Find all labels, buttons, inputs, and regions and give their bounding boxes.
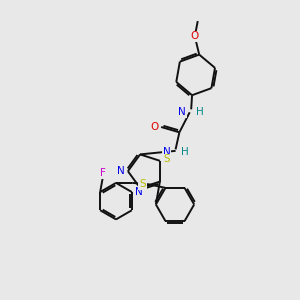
- Text: S: S: [164, 154, 170, 164]
- Text: N: N: [163, 147, 171, 157]
- Text: N: N: [135, 187, 142, 196]
- Text: F: F: [100, 169, 106, 178]
- Text: N: N: [117, 166, 124, 176]
- Text: H: H: [181, 147, 188, 157]
- Text: N: N: [178, 107, 186, 117]
- Text: H: H: [196, 107, 204, 117]
- Text: S: S: [139, 179, 146, 189]
- Text: O: O: [150, 122, 158, 132]
- Text: O: O: [191, 32, 199, 41]
